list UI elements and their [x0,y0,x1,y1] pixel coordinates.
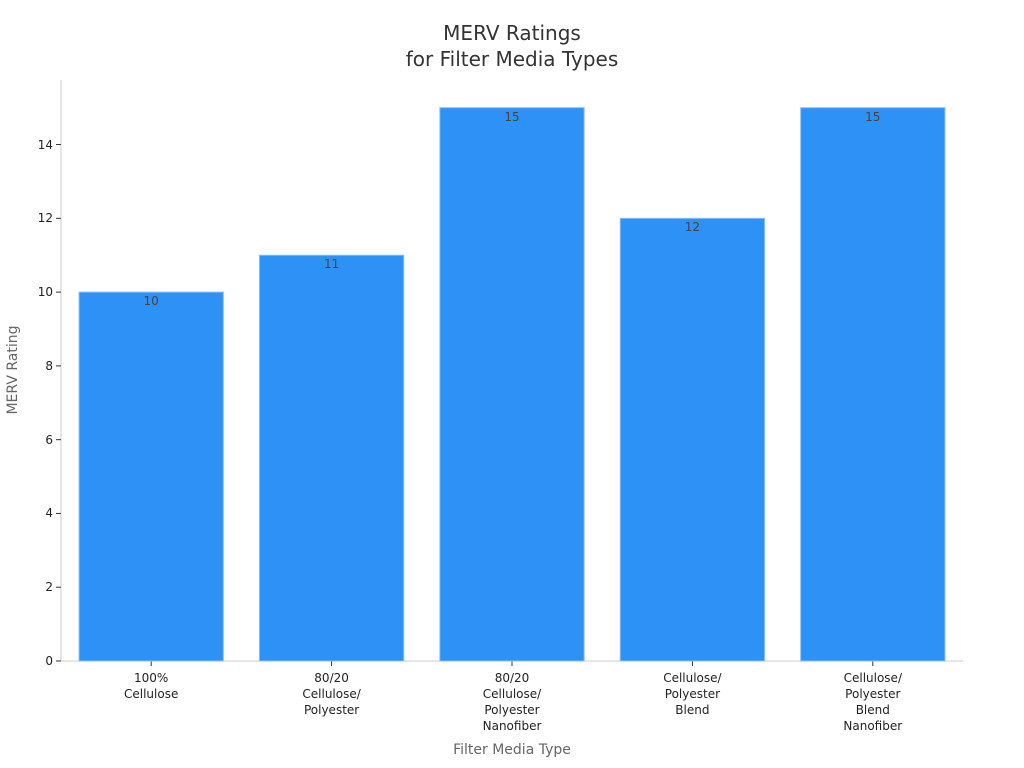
y-tick-label: 2 [45,580,53,595]
value-label: 11 [323,257,340,272]
bar [800,107,946,662]
chart-title: MERV Ratings for Filter Media Types [405,21,619,71]
value-label: 10 [143,294,159,309]
x-tick-label: 80/20 Cellulose/ Polyester [302,671,361,717]
value-label: 15 [865,109,881,124]
y-tick-label: 6 [45,432,53,447]
x-axis-label: Filter Media Type [453,742,571,758]
y-tick-label: 14 [37,137,53,152]
bar [258,254,405,662]
bar [619,217,766,662]
bar [78,291,224,662]
value-label: 12 [684,220,701,235]
x-tick-label: Cellulose/ Polyester Blend [663,671,722,717]
bar [439,107,585,662]
y-tick-label: 10 [37,285,53,300]
x-tick-label: 100% Cellulose [124,671,179,701]
y-tick-label: 0 [45,654,53,668]
y-tick-label: 8 [45,358,53,373]
x-tick-label: 80/20 Cellulose/ Polyester Nanofiber [482,671,542,733]
y-tick-label: 12 [37,211,53,226]
y-tick-label: 4 [45,506,53,521]
value-label: 15 [504,109,520,124]
x-tick-label: Cellulose/ Polyester Blend Nanofiber [843,671,903,733]
